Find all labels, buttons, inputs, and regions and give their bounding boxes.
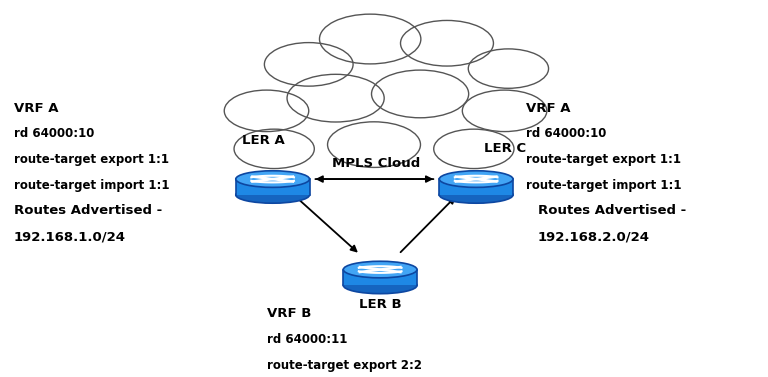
Circle shape [462,90,547,132]
Text: route-target import 1:1: route-target import 1:1 [14,179,169,192]
Circle shape [287,74,384,122]
Circle shape [319,14,421,64]
Ellipse shape [236,171,310,187]
Ellipse shape [236,187,310,203]
Text: route-target export 2:2: route-target export 2:2 [267,359,422,371]
Circle shape [224,90,309,132]
Text: rd 64000:10: rd 64000:10 [526,127,607,140]
Text: VRF B: VRF B [267,307,312,320]
Text: rd 64000:10: rd 64000:10 [14,127,94,140]
Circle shape [434,129,514,169]
Text: 192.168.1.0/24: 192.168.1.0/24 [14,231,126,244]
Text: LER B: LER B [359,298,402,311]
Text: Routes Advertised -: Routes Advertised - [538,204,686,216]
Ellipse shape [439,187,513,203]
Ellipse shape [439,171,513,187]
Circle shape [234,129,314,169]
Circle shape [264,43,353,86]
Ellipse shape [343,261,417,278]
Circle shape [401,20,494,66]
Circle shape [372,70,468,118]
Circle shape [327,122,421,167]
Text: VRF A: VRF A [526,102,571,115]
Text: MPLS Cloud: MPLS Cloud [333,158,420,170]
Polygon shape [236,179,310,195]
Text: Routes Advertised -: Routes Advertised - [14,204,162,216]
Text: rd 64000:11: rd 64000:11 [267,333,348,346]
Polygon shape [439,179,513,195]
Text: LER C: LER C [484,142,526,155]
Text: route-target export 1:1: route-target export 1:1 [526,153,681,166]
Text: 192.168.2.0/24: 192.168.2.0/24 [538,231,650,244]
Text: VRF A: VRF A [14,102,58,115]
Text: route-target export 1:1: route-target export 1:1 [14,153,169,166]
Circle shape [468,49,548,88]
Text: LER A: LER A [242,134,285,147]
Ellipse shape [343,277,417,294]
Text: route-target import 1:1: route-target import 1:1 [526,179,681,192]
Polygon shape [343,270,417,285]
